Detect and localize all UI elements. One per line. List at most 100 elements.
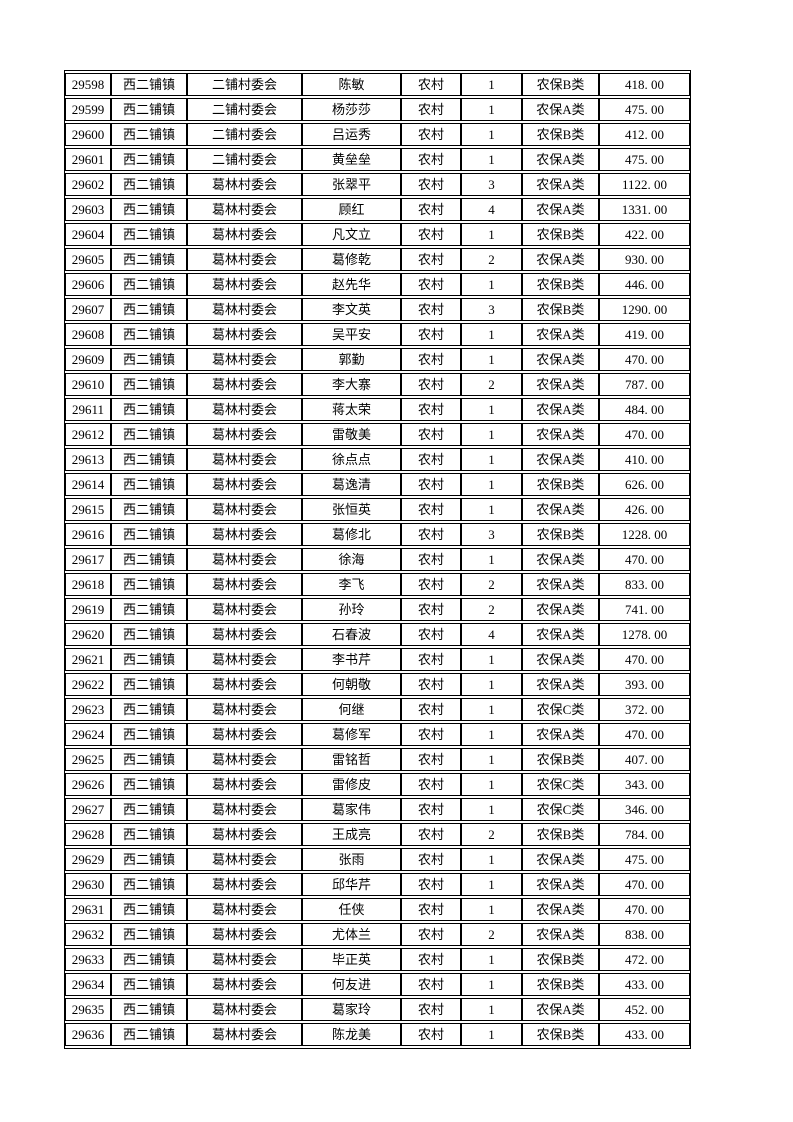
- insurance-category-cell: 农保C类: [522, 698, 599, 721]
- village-committee-cell: 葛林村委会: [187, 373, 302, 396]
- insurance-category-cell: 农保B类: [522, 473, 599, 496]
- person-name-cell: 王成亮: [302, 823, 401, 846]
- insurance-category-cell: 农保A类: [522, 348, 599, 371]
- residence-type-cell: 农村: [401, 498, 461, 521]
- row-number-cell: 29622: [65, 673, 111, 696]
- row-number-cell: 29626: [65, 773, 111, 796]
- table-row: 29623 西二铺镇 葛林村委会 何继 农村 1 农保C类 372. 00: [65, 698, 690, 721]
- residence-type-cell: 农村: [401, 398, 461, 421]
- person-count-cell: 2: [461, 573, 522, 596]
- town-cell: 西二铺镇: [111, 648, 187, 671]
- person-count-cell: 1: [461, 273, 522, 296]
- residence-type-cell: 农村: [401, 623, 461, 646]
- village-committee-cell: 葛林村委会: [187, 623, 302, 646]
- village-committee-cell: 葛林村委会: [187, 973, 302, 996]
- person-name-cell: 李文英: [302, 298, 401, 321]
- table-row: 29633 西二铺镇 葛林村委会 毕正英 农村 1 农保B类 472. 00: [65, 948, 690, 971]
- insurance-category-cell: 农保A类: [522, 198, 599, 221]
- insurance-category-cell: 农保A类: [522, 648, 599, 671]
- amount-cell: 838. 00: [599, 923, 690, 946]
- table-row: 29616 西二铺镇 葛林村委会 葛修北 农村 3 农保B类 1228. 00: [65, 523, 690, 546]
- residence-type-cell: 农村: [401, 548, 461, 571]
- table-row: 29620 西二铺镇 葛林村委会 石春波 农村 4 农保A类 1278. 00: [65, 623, 690, 646]
- town-cell: 西二铺镇: [111, 698, 187, 721]
- table-sheet: 29598 西二铺镇 二铺村委会 陈敏 农村 1 农保B类 418. 00 29599 西二铺镇二…: [64, 70, 691, 1049]
- town-cell: 西二铺镇: [111, 248, 187, 271]
- town-cell: 西二铺镇: [111, 998, 187, 1021]
- amount-cell: 470. 00: [599, 723, 690, 746]
- amount-cell: 475. 00: [599, 148, 690, 171]
- insurance-category-cell: 农保A类: [522, 873, 599, 896]
- person-count-cell: 1: [461, 323, 522, 346]
- row-number-cell: 29621: [65, 648, 111, 671]
- insurance-category-cell: 农保A类: [522, 98, 599, 121]
- village-committee-cell: 葛林村委会: [187, 448, 302, 471]
- row-number-cell: 29628: [65, 823, 111, 846]
- amount-cell: 418. 00: [599, 73, 690, 96]
- residence-type-cell: 农村: [401, 923, 461, 946]
- amount-cell: 470. 00: [599, 548, 690, 571]
- residence-type-cell: 农村: [401, 198, 461, 221]
- village-committee-cell: 葛林村委会: [187, 323, 302, 346]
- town-cell: 西二铺镇: [111, 748, 187, 771]
- insurance-category-cell: 农保B类: [522, 748, 599, 771]
- person-count-cell: 1: [461, 723, 522, 746]
- table-row: 29634 西二铺镇 葛林村委会 何友进 农村 1 农保B类 433. 00: [65, 973, 690, 996]
- person-name-cell: 石春波: [302, 623, 401, 646]
- row-number-cell: 29601: [65, 148, 111, 171]
- village-committee-cell: 二铺村委会: [187, 98, 302, 121]
- row-number-cell: 29615: [65, 498, 111, 521]
- residence-type-cell: 农村: [401, 248, 461, 271]
- table-row: 29607 西二铺镇 葛林村委会 李文英 农村 3 农保B类 1290. 00: [65, 298, 690, 321]
- person-count-cell: 3: [461, 173, 522, 196]
- person-name-cell: 葛修北: [302, 523, 401, 546]
- village-committee-cell: 二铺村委会: [187, 148, 302, 171]
- row-number-cell: 29600: [65, 123, 111, 146]
- person-name-cell: 何朝敬: [302, 673, 401, 696]
- village-committee-cell: 二铺村委会: [187, 123, 302, 146]
- insurance-category-cell: 农保B类: [522, 123, 599, 146]
- person-count-cell: 2: [461, 823, 522, 846]
- village-committee-cell: 葛林村委会: [187, 423, 302, 446]
- person-name-cell: 葛家玲: [302, 998, 401, 1021]
- person-name-cell: 任侠: [302, 898, 401, 921]
- table-row: 29608 西二铺镇 葛林村委会 吴平安 农村 1 农保A类 419. 00: [65, 323, 690, 346]
- residence-type-cell: 农村: [401, 973, 461, 996]
- residence-type-cell: 农村: [401, 148, 461, 171]
- village-committee-cell: 葛林村委会: [187, 873, 302, 896]
- person-name-cell: 赵先华: [302, 273, 401, 296]
- person-name-cell: 葛修乾: [302, 248, 401, 271]
- village-committee-cell: 葛林村委会: [187, 998, 302, 1021]
- insurance-category-cell: 农保A类: [522, 573, 599, 596]
- village-committee-cell: 葛林村委会: [187, 748, 302, 771]
- insurance-category-cell: 农保A类: [522, 673, 599, 696]
- person-name-cell: 孙玲: [302, 598, 401, 621]
- person-count-cell: 1: [461, 1023, 522, 1046]
- insurance-category-cell: 农保A类: [522, 148, 599, 171]
- amount-cell: 419. 00: [599, 323, 690, 346]
- insurance-category-cell: 农保B类: [522, 973, 599, 996]
- insurance-category-cell: 农保A类: [522, 423, 599, 446]
- amount-cell: 484. 00: [599, 398, 690, 421]
- table-row: 29619 西二铺镇 葛林村委会 孙玲 农村 2 农保A类 741. 00: [65, 598, 690, 621]
- person-name-cell: 蒋太荣: [302, 398, 401, 421]
- amount-cell: 346. 00: [599, 798, 690, 821]
- table-row: 29610 西二铺镇 葛林村委会 李大寨 农村 2 农保A类 787. 00: [65, 373, 690, 396]
- person-name-cell: 尤体兰: [302, 923, 401, 946]
- amount-cell: 412. 00: [599, 123, 690, 146]
- residence-type-cell: 农村: [401, 598, 461, 621]
- residence-type-cell: 农村: [401, 673, 461, 696]
- town-cell: 西二铺镇: [111, 848, 187, 871]
- residence-type-cell: 农村: [401, 698, 461, 721]
- table-row: 29630 西二铺镇 葛林村委会 邱华芹 农村 1 农保A类 470. 00: [65, 873, 690, 896]
- person-name-cell: 毕正英: [302, 948, 401, 971]
- amount-cell: 407. 00: [599, 748, 690, 771]
- village-committee-cell: 葛林村委会: [187, 773, 302, 796]
- row-number-cell: 29633: [65, 948, 111, 971]
- table-row: 29614 西二铺镇 葛林村委会 葛逸清 农村 1 农保B类 626. 00: [65, 473, 690, 496]
- village-committee-cell: 葛林村委会: [187, 898, 302, 921]
- table-row: 29617 西二铺镇 葛林村委会 徐海 农村 1 农保A类 470. 00: [65, 548, 690, 571]
- table-body: 29598 西二铺镇 二铺村委会 陈敏 农村 1 农保B类 418. 00 29599 西二铺镇二…: [65, 73, 690, 1046]
- village-committee-cell: 葛林村委会: [187, 223, 302, 246]
